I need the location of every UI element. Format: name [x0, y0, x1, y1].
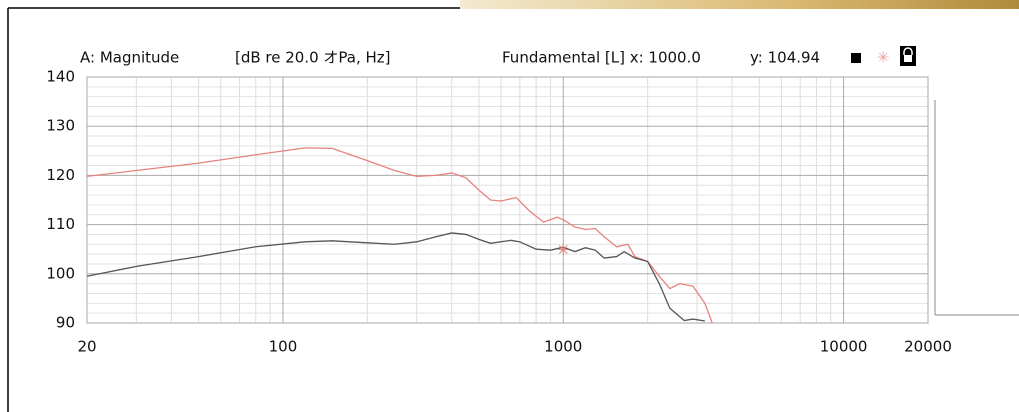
- x-tick-label: 1000: [544, 338, 582, 356]
- y-tick-label: 110: [46, 215, 75, 233]
- y-tick-label: 120: [46, 166, 75, 184]
- chart-title: A: Magnitude: [80, 49, 179, 67]
- units-label: [dB re 20.0 オPa, Hz]: [235, 49, 391, 67]
- series-line: [87, 232, 705, 322]
- x-tick-label: 20000: [904, 338, 952, 356]
- lock-button[interactable]: [900, 46, 916, 66]
- cursor-toggle[interactable]: ✳: [877, 49, 890, 67]
- cursor-label: Fundamental [L] x: 1000.0: [502, 49, 701, 67]
- y-tick-label: 90: [56, 314, 75, 332]
- y-tick-label: 100: [46, 264, 75, 282]
- trace-toggle[interactable]: [851, 53, 861, 63]
- series-line: [87, 147, 713, 323]
- plot-clip: [87, 147, 713, 323]
- x-tick-label: 20: [77, 338, 96, 356]
- x-tick-label: 100: [269, 338, 298, 356]
- cursor-marker: [558, 244, 569, 255]
- title-bar-decoration: [460, 0, 1019, 9]
- cursor-value: y: 104.94: [750, 49, 820, 67]
- x-tick-label: 10000: [820, 338, 868, 356]
- y-tick-label: 130: [46, 117, 75, 135]
- y-tick-label: 140: [46, 68, 75, 86]
